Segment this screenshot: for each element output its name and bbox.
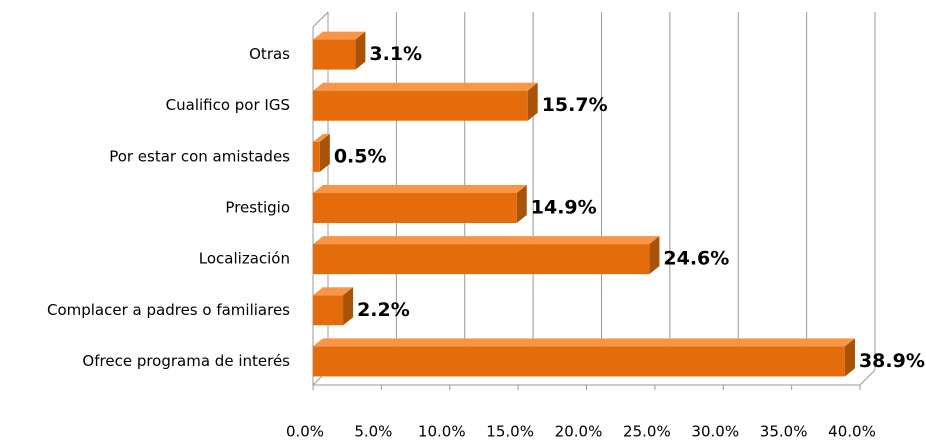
bar-face: [313, 236, 660, 245]
x-tick-label: 40.0%: [828, 423, 876, 441]
bar-front: [313, 39, 356, 70]
bar-front: [313, 141, 320, 172]
bar-face: [313, 287, 354, 296]
category-label: Cualifico por IGS: [166, 96, 290, 114]
bar-face: [313, 185, 527, 193]
bar-face: [844, 338, 855, 377]
bar: [313, 82, 538, 121]
x-tick-label: 5.0%: [354, 423, 392, 441]
bar: [313, 236, 660, 275]
category-label: Por estar con amistades: [109, 147, 290, 165]
bar: [313, 287, 354, 326]
value-label: 38.9%: [859, 350, 925, 372]
bar-face: [355, 31, 366, 70]
bar-front: [313, 193, 517, 223]
bar-face: [516, 185, 527, 223]
bar-face: [313, 338, 855, 347]
bar: [313, 185, 527, 223]
value-label: 14.9%: [531, 197, 597, 219]
category-label: Complacer a padres o familiares: [47, 301, 290, 319]
x-tick-label: 35.0%: [760, 423, 808, 441]
value-label: 0.5%: [334, 145, 387, 167]
category-label: Ofrece programa de interés: [82, 352, 290, 370]
bar-front: [313, 346, 845, 377]
x-tick-label: 15.0%: [486, 423, 534, 441]
bar: [313, 133, 330, 172]
value-label: 15.7%: [542, 94, 608, 116]
value-label: 3.1%: [369, 43, 422, 65]
left-wall: [312, 11, 329, 28]
bar-face: [313, 133, 330, 142]
bar: [313, 31, 366, 70]
bar-face: [343, 287, 354, 326]
x-tick-label: 10.0%: [418, 423, 466, 441]
bar-face: [313, 82, 538, 91]
category-label: Localización: [199, 250, 290, 268]
x-tick-label: 0.0%: [286, 423, 324, 441]
x-tick-label: 25.0%: [623, 423, 671, 441]
bar-face: [527, 82, 538, 121]
x-tick-label: 30.0%: [691, 423, 739, 441]
bar-face: [649, 236, 660, 275]
bar: [313, 338, 855, 377]
bar-front: [313, 244, 650, 275]
bar-face: [313, 31, 366, 40]
category-label: Otras: [249, 45, 290, 63]
x-tick-label: 20.0%: [555, 423, 603, 441]
bar-front: [313, 90, 528, 121]
floor: [859, 369, 876, 386]
value-label: 2.2%: [357, 299, 410, 321]
bar-front: [313, 295, 344, 326]
value-label: 24.6%: [663, 248, 729, 270]
category-label: Prestigio: [225, 199, 290, 217]
bar-face: [319, 133, 330, 172]
